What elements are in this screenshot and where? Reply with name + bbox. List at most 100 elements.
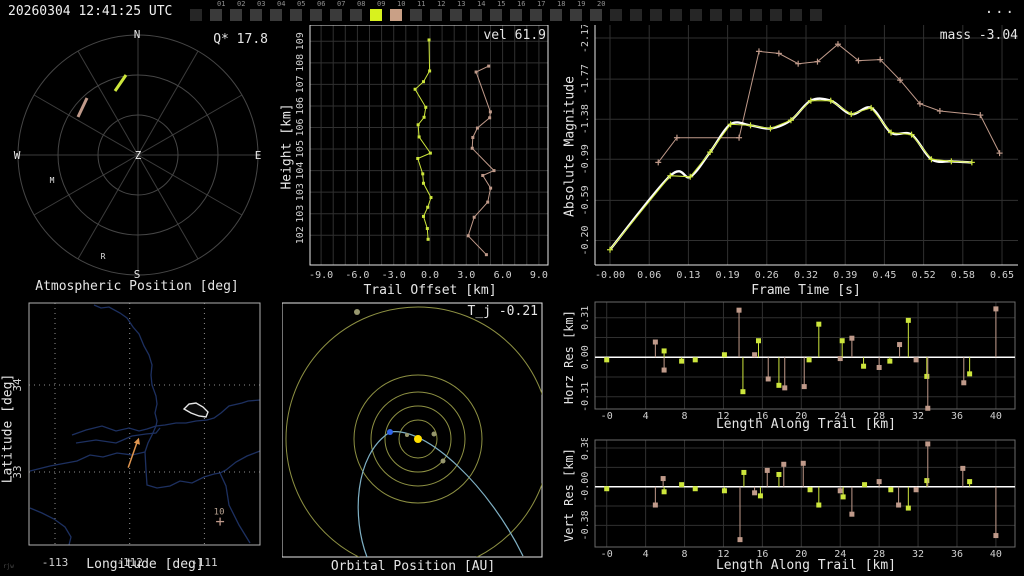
frame-cell-x31[interactable] xyxy=(810,0,830,24)
mars-marker xyxy=(440,458,446,464)
frame-box[interactable] xyxy=(230,9,242,21)
frame-box[interactable] xyxy=(650,9,662,21)
y-tick: 103 xyxy=(295,183,306,201)
frame-box[interactable] xyxy=(570,9,582,21)
jupiter-marker xyxy=(354,309,360,315)
y-tick: 0.31 xyxy=(580,306,591,330)
residual-point xyxy=(888,487,894,493)
frame-cell-10[interactable]: 10 xyxy=(390,0,410,24)
cardinal-S: S xyxy=(134,268,141,281)
planet-orbit xyxy=(285,306,542,557)
frame-cell-x0[interactable] xyxy=(190,0,210,24)
frame-box[interactable] xyxy=(290,9,302,21)
frame-box[interactable] xyxy=(530,9,542,21)
frame-cell-12[interactable]: 12 xyxy=(430,0,450,24)
frame-box[interactable] xyxy=(630,9,642,21)
frame-number: 18 xyxy=(557,0,566,8)
frame-number: 01 xyxy=(217,0,226,8)
frame-box[interactable] xyxy=(390,9,402,21)
x-tick: 4 xyxy=(643,549,649,560)
frame-cell-01[interactable]: 01 xyxy=(210,0,230,24)
frame-cell-04[interactable]: 04 xyxy=(270,0,290,24)
frame-box[interactable] xyxy=(410,9,422,21)
frame-cell-11[interactable]: 11 xyxy=(410,0,430,24)
frame-box[interactable] xyxy=(310,9,322,21)
frame-cell-17[interactable]: 17 xyxy=(530,0,550,24)
coastline-river xyxy=(219,450,261,544)
frame-cell-02[interactable]: 02 xyxy=(230,0,250,24)
frame-cell-09[interactable]: 09 xyxy=(370,0,390,24)
frame-box[interactable] xyxy=(770,9,782,21)
frame-cell-14[interactable]: 14 xyxy=(470,0,490,24)
frame-cell-x26[interactable] xyxy=(710,0,730,24)
residual-point xyxy=(765,376,771,382)
frame-cell-x28[interactable] xyxy=(750,0,770,24)
frame-cell-x23[interactable] xyxy=(650,0,670,24)
frame-box[interactable] xyxy=(490,9,502,21)
x-tick: 40 xyxy=(990,411,1002,422)
frame-cell-08[interactable]: 08 xyxy=(350,0,370,24)
frame-box[interactable] xyxy=(610,9,622,21)
frame-box[interactable] xyxy=(750,9,762,21)
residual-point xyxy=(837,488,843,494)
cardinal-N: N xyxy=(134,28,141,41)
frame-cell-20[interactable]: 20 xyxy=(590,0,610,24)
x-tick: 12 xyxy=(717,411,729,422)
frame-box[interactable] xyxy=(250,9,262,21)
frame-cell-19[interactable]: 19 xyxy=(570,0,590,24)
data-point xyxy=(424,105,428,109)
frame-box[interactable] xyxy=(330,9,342,21)
frame-selector-strip: 01 02 03 04 05 06 07 08 09 10 11 12 13 14 15 16 17 18 19 20 xyxy=(190,0,850,24)
data-point xyxy=(426,205,430,209)
residual-point xyxy=(913,357,919,363)
frame-cell-18[interactable]: 18 xyxy=(550,0,570,24)
frame-box[interactable] xyxy=(350,9,362,21)
frame-box[interactable] xyxy=(370,9,382,21)
planet-orbit xyxy=(384,405,452,473)
frame-number: 13 xyxy=(457,0,466,8)
frame-cell-x21[interactable] xyxy=(610,0,630,24)
frame-cell-06[interactable]: 06 xyxy=(310,0,330,24)
frame-cell-x24[interactable] xyxy=(670,0,690,24)
data-point xyxy=(429,196,433,200)
frame-box[interactable] xyxy=(710,9,722,21)
frame-cell-x22[interactable] xyxy=(630,0,650,24)
frame-box[interactable] xyxy=(450,9,462,21)
x-tick: -112 xyxy=(116,556,143,569)
residual-point xyxy=(781,461,787,467)
overflow-menu-icon[interactable]: ... xyxy=(984,1,1016,17)
frame-cell-x30[interactable] xyxy=(790,0,810,24)
frame-box[interactable] xyxy=(510,9,522,21)
frame-box[interactable] xyxy=(690,9,702,21)
data-point xyxy=(484,253,488,257)
trail-offset-plot: -9.0 -6.0 -3.0 0.0 3.0 6.0 9.0 109 108 107 106 106 1… xyxy=(295,25,549,281)
frame-box[interactable] xyxy=(550,9,562,21)
frame-box[interactable] xyxy=(810,9,822,21)
q-value-label: Q* 17.8 xyxy=(213,32,268,47)
frame-cell-x25[interactable] xyxy=(690,0,710,24)
frame-box[interactable] xyxy=(470,9,482,21)
frame-box[interactable] xyxy=(210,9,222,21)
frame-cell-16[interactable]: 16 xyxy=(510,0,530,24)
coastline-river xyxy=(71,425,157,436)
frame-cell-03[interactable]: 03 xyxy=(250,0,270,24)
y-tick: -0.38 xyxy=(580,510,591,540)
frame-cell-07[interactable]: 07 xyxy=(330,0,350,24)
frame-box[interactable] xyxy=(190,9,202,21)
frame-box[interactable] xyxy=(790,9,802,21)
frame-cell-x27[interactable] xyxy=(730,0,750,24)
residual-point xyxy=(993,306,999,312)
frame-box[interactable] xyxy=(430,9,442,21)
frame-cell-x29[interactable] xyxy=(770,0,790,24)
y-tick: -2.17 xyxy=(580,25,591,53)
x-tick: 0.26 xyxy=(755,270,779,281)
frame-box[interactable] xyxy=(670,9,682,21)
frame-box[interactable] xyxy=(730,9,742,21)
frame-cell-15[interactable]: 15 xyxy=(490,0,510,24)
frame-cell-05[interactable]: 05 xyxy=(290,0,310,24)
frame-cell-13[interactable]: 13 xyxy=(450,0,470,24)
frame-box[interactable] xyxy=(270,9,282,21)
residual-point xyxy=(862,482,868,488)
y-tick: 109 xyxy=(295,32,306,50)
frame-box[interactable] xyxy=(590,9,602,21)
